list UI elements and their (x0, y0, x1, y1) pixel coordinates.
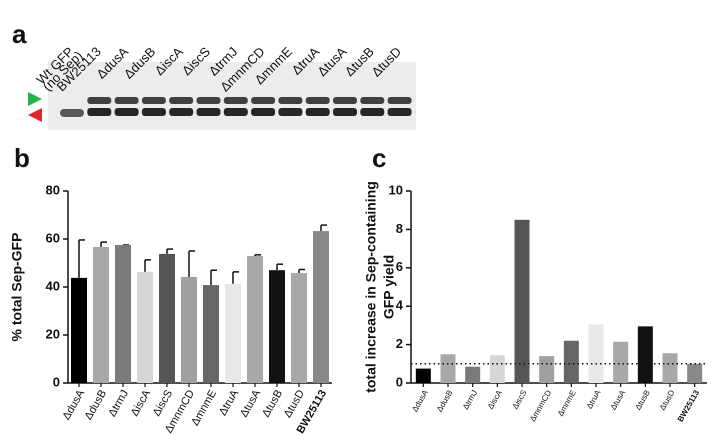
y-tick-label: 8 (396, 221, 403, 236)
bar (539, 356, 555, 383)
gel (48, 62, 416, 130)
y-axis-label: % total Sep-GFP (9, 233, 25, 342)
y-tick-label: 80 (46, 182, 60, 197)
bar (313, 231, 329, 383)
band (387, 108, 412, 116)
band (141, 108, 166, 116)
panel-letter: b (14, 143, 30, 173)
bar (662, 353, 678, 383)
green-arrow (28, 92, 42, 106)
bar (637, 326, 653, 383)
gel-bands (60, 97, 412, 117)
bar (563, 340, 579, 383)
band (87, 108, 112, 116)
band (333, 97, 357, 104)
panel-letter: a (12, 19, 27, 49)
band (196, 97, 221, 104)
bar (225, 283, 241, 383)
y-tick-label: 4 (396, 298, 404, 313)
bar (588, 324, 604, 383)
bar (159, 253, 175, 383)
band (278, 108, 303, 116)
bar (514, 219, 530, 383)
red-arrow (28, 108, 42, 122)
bar (181, 276, 197, 383)
bar (465, 366, 481, 383)
y-tick-label: 2 (396, 336, 403, 351)
bar (415, 368, 431, 383)
bar (71, 277, 87, 383)
y-axis-label: GFP yield (381, 255, 397, 319)
band (141, 97, 166, 104)
panel-letter: c (372, 143, 386, 173)
band (387, 97, 412, 104)
bar (247, 256, 263, 383)
bar (291, 273, 307, 383)
band (87, 97, 112, 104)
y-tick-label: 20 (46, 326, 60, 341)
band (169, 108, 194, 116)
bar (489, 355, 505, 383)
band (223, 108, 248, 116)
y-tick-label: 0 (53, 374, 60, 389)
bar (115, 245, 131, 383)
bar (93, 246, 109, 383)
bar (613, 341, 629, 383)
y-axis-label: total increase in Sep-containing (363, 181, 379, 393)
band (305, 108, 330, 116)
y-tick-label: 60 (46, 230, 60, 245)
y-tick-label: 40 (46, 278, 60, 293)
bar (687, 363, 703, 383)
band (251, 97, 276, 104)
band (251, 108, 276, 116)
band (333, 108, 357, 116)
bar (137, 271, 153, 383)
y-tick-label: 0 (396, 374, 403, 389)
y-tick-label: 10 (389, 182, 403, 197)
band (169, 97, 194, 104)
bar (203, 285, 219, 383)
band (196, 108, 221, 116)
y-tick-label: 6 (396, 259, 403, 274)
band (278, 97, 303, 104)
band (114, 108, 139, 116)
bar (269, 270, 285, 383)
band (223, 97, 248, 104)
bar (440, 354, 456, 383)
band (360, 108, 385, 116)
band (360, 97, 385, 104)
band (60, 109, 84, 117)
band (114, 97, 139, 104)
band (305, 97, 330, 104)
